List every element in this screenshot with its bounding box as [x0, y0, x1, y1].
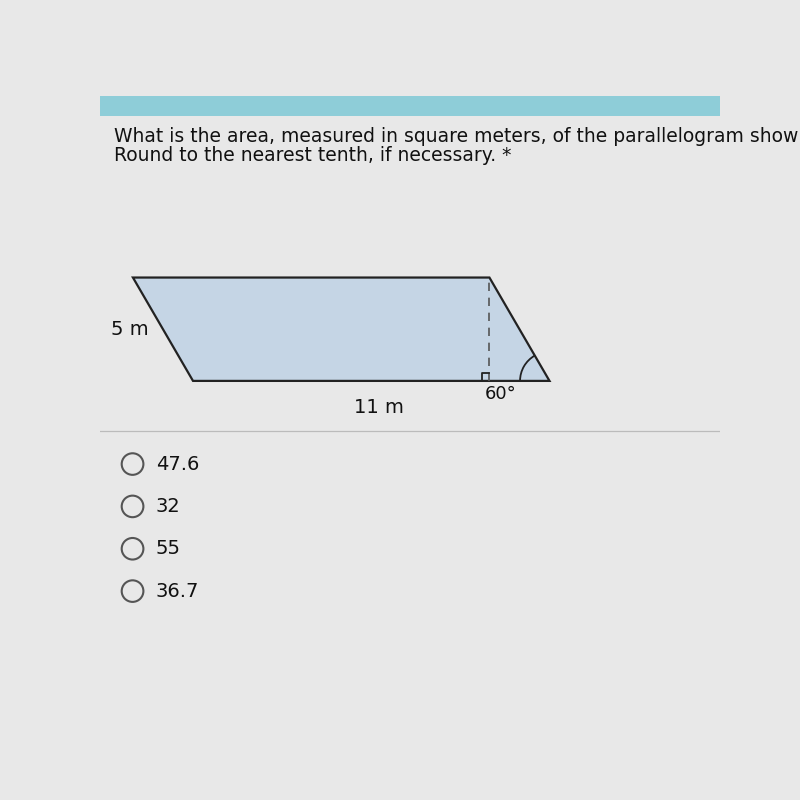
- Text: 36.7: 36.7: [156, 582, 199, 601]
- Text: 11 m: 11 m: [354, 398, 404, 417]
- Text: Round to the nearest tenth, if necessary. *: Round to the nearest tenth, if necessary…: [114, 146, 511, 165]
- Text: What is the area, measured in square meters, of the parallelogram shown?: What is the area, measured in square met…: [114, 127, 800, 146]
- Text: 60°: 60°: [485, 385, 517, 402]
- Bar: [100, 96, 720, 116]
- Text: 55: 55: [156, 539, 181, 558]
- Text: 47.6: 47.6: [156, 454, 199, 474]
- Polygon shape: [133, 278, 550, 381]
- Text: 5 m: 5 m: [111, 320, 149, 338]
- Text: 32: 32: [156, 497, 181, 516]
